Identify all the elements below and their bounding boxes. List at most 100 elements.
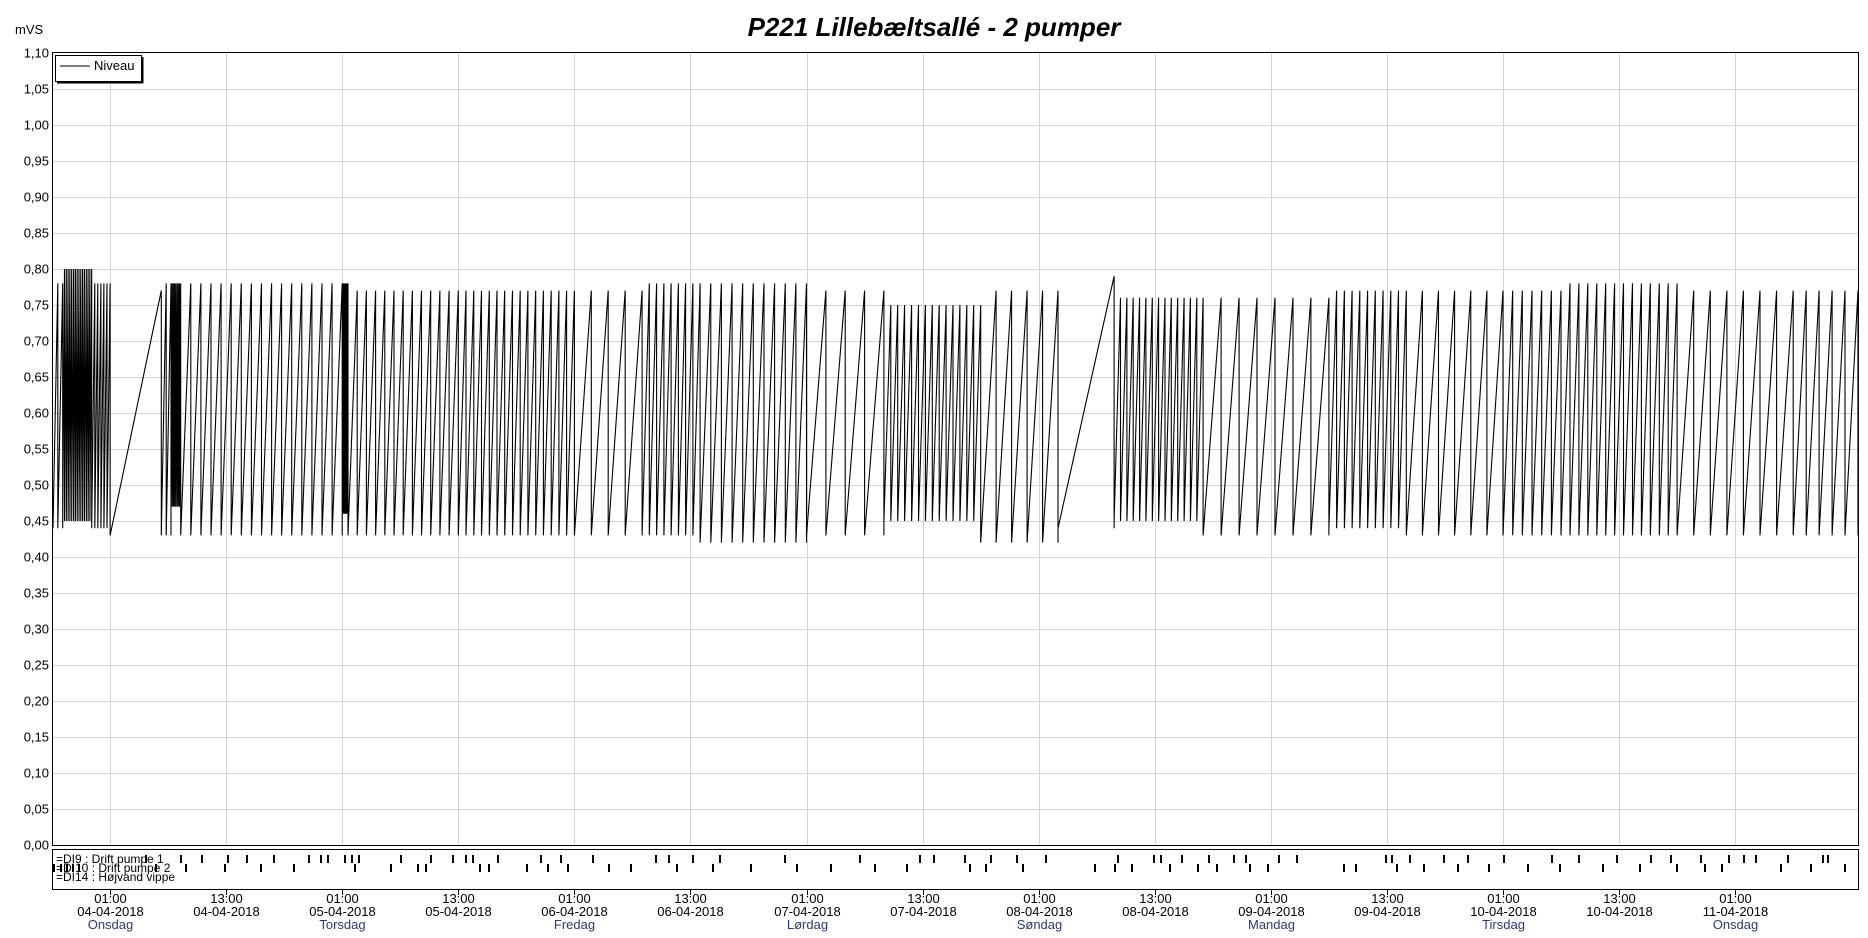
digital-event-mark: [592, 855, 594, 863]
digital-event-mark: [540, 855, 542, 863]
x-tick-time: 01:00: [1023, 891, 1056, 906]
digital-event-mark: [1467, 855, 1469, 863]
digital-event-mark: [479, 864, 481, 872]
digital-event-mark: [676, 864, 678, 872]
digital-event-mark: [719, 855, 721, 863]
digital-event-mark: [712, 864, 714, 872]
digital-event-mark: [430, 855, 432, 863]
digital-event-mark: [874, 864, 876, 872]
x-tick-date: 11-04-2018: [1703, 904, 1769, 919]
digital-event-mark: [72, 864, 74, 872]
x-tick-day: Onsdag: [1713, 917, 1759, 932]
x-tick-time: 01:00: [94, 891, 127, 906]
digital-event-mark: [1022, 864, 1024, 872]
digital-event-mark: [1443, 855, 1445, 863]
y-tick-label: 0,20: [24, 694, 49, 709]
digital-event-mark: [1385, 855, 1387, 863]
x-tick-date: 07-04-2018: [890, 904, 957, 919]
digital-event-mark: [417, 864, 419, 872]
digital-event-mark: [1822, 855, 1824, 863]
digital-event-mark: [668, 855, 670, 863]
digital-event-mark: [1700, 855, 1702, 863]
digital-event-mark: [990, 855, 992, 863]
digital-event-mark: [320, 855, 322, 863]
x-tick-time: 01:00: [1719, 891, 1752, 906]
x-tick-time: 13:00: [674, 891, 707, 906]
x-tick-time: 01:00: [791, 891, 824, 906]
x-axis: 01:0004-04-2018Onsdag13:0004-04-201801:0…: [77, 890, 1768, 932]
y-axis-label: mVS: [15, 22, 44, 37]
digital-event-mark: [1728, 855, 1730, 863]
y-tick-label: 0,65: [24, 370, 49, 385]
digital-event-mark: [692, 855, 694, 863]
digital-event-mark: [488, 864, 490, 872]
digital-event-mark: [1810, 864, 1812, 872]
digital-event-mark: [796, 864, 798, 872]
digital-event-mark: [964, 855, 966, 863]
y-tick-label: 1,00: [24, 118, 49, 133]
x-tick-date: 08-04-2018: [1122, 904, 1189, 919]
digital-event-mark: [227, 855, 229, 863]
digital-event-mark: [1602, 864, 1604, 872]
digital-channels: =DI9 : Drift pumpe 1=DI10 : Drift pumpe …: [53, 852, 1846, 884]
y-tick-label: 0,05: [24, 802, 49, 817]
x-tick-date: 04-04-2018: [77, 904, 144, 919]
digital-event-mark: [1391, 855, 1393, 863]
digital-channel-label: =DI9 : Drift pumpe 1: [56, 852, 164, 866]
digital-event-mark: [608, 864, 610, 872]
digital-event-mark: [1780, 864, 1782, 872]
y-tick-label: 0,95: [24, 154, 49, 169]
digital-event-mark: [497, 855, 499, 863]
digital-event-mark: [465, 855, 467, 863]
digital-event-mark: [750, 864, 752, 872]
y-tick-label: 0,70: [24, 334, 49, 349]
digital-event-mark: [1131, 864, 1133, 872]
x-tick-time: 13:00: [1139, 891, 1172, 906]
digital-event-mark: [390, 864, 392, 872]
digital-event-mark: [53, 864, 55, 872]
x-tick-date: 06-04-2018: [541, 904, 608, 919]
x-tick-time: 13:00: [210, 891, 243, 906]
digital-event-mark: [1676, 864, 1678, 872]
x-tick-time: 13:00: [1371, 891, 1404, 906]
digital-event-mark: [1396, 864, 1398, 872]
digital-event-mark: [1704, 864, 1706, 872]
digital-event-mark: [452, 855, 454, 863]
digital-event-mark: [425, 864, 427, 872]
digital-event-mark: [1639, 864, 1641, 872]
y-tick-label: 0,60: [24, 406, 49, 421]
digital-event-mark: [1117, 855, 1119, 863]
x-tick-day: Mandag: [1248, 917, 1295, 932]
digital-event-mark: [60, 864, 62, 872]
digital-event-mark: [185, 864, 187, 872]
digital-event-mark: [547, 864, 549, 872]
y-tick-label: 1,10: [24, 46, 49, 61]
x-tick-date: 06-04-2018: [657, 904, 724, 919]
digital-event-mark: [560, 855, 562, 863]
digital-event-mark: [1559, 864, 1561, 872]
digital-event-mark: [260, 864, 262, 872]
digital-channel-label: =DI10 : Drift pumpe 2: [56, 861, 171, 875]
digital-event-mark: [1650, 855, 1652, 863]
digital-event-mark: [1670, 855, 1672, 863]
digital-event-mark: [1216, 864, 1218, 872]
digital-event-mark: [1197, 864, 1199, 872]
y-tick-label: 0,85: [24, 226, 49, 241]
x-tick-date: 05-04-2018: [309, 904, 376, 919]
digital-event-mark: [1169, 864, 1171, 872]
digital-event-mark: [933, 855, 935, 863]
digital-event-mark: [1423, 864, 1425, 872]
y-tick-label: 0,50: [24, 478, 49, 493]
x-tick-date: 04-04-2018: [193, 904, 260, 919]
x-tick-date: 05-04-2018: [425, 904, 492, 919]
digital-event-mark: [1153, 855, 1155, 863]
digital-event-mark: [859, 855, 861, 863]
x-tick-date: 10-04-2018: [1586, 904, 1653, 919]
x-tick-day: Onsdag: [88, 917, 134, 932]
x-tick-date: 09-04-2018: [1354, 904, 1421, 919]
digital-event-mark: [1755, 855, 1757, 863]
y-tick-label: 1,05: [24, 82, 49, 97]
digital-channel-strip: [52, 849, 1859, 890]
digital-event-mark: [1457, 864, 1459, 872]
